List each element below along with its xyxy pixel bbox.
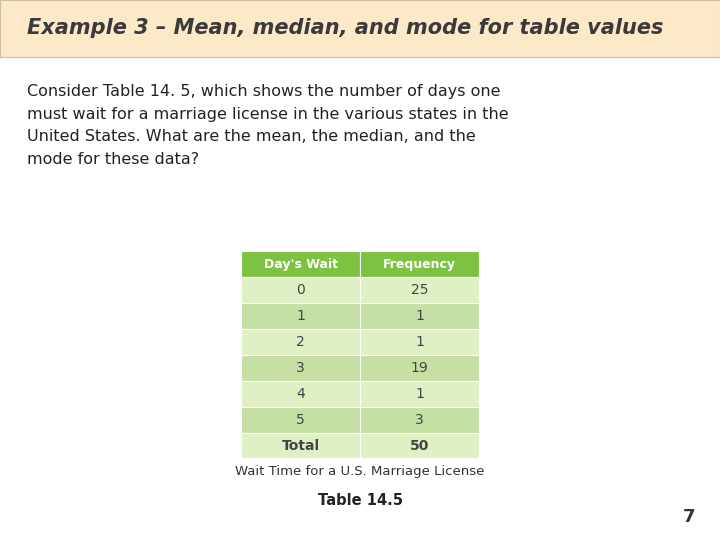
Text: 50: 50 — [410, 438, 429, 453]
Text: Consider Table 14. 5, which shows the number of days one
must wait for a marriag: Consider Table 14. 5, which shows the nu… — [27, 84, 509, 167]
FancyBboxPatch shape — [360, 381, 479, 407]
FancyBboxPatch shape — [241, 277, 360, 303]
FancyBboxPatch shape — [360, 303, 479, 329]
Text: 1: 1 — [415, 309, 424, 323]
Text: Wait Time for a U.S. Marriage License: Wait Time for a U.S. Marriage License — [235, 465, 485, 478]
Text: Table 14.5: Table 14.5 — [318, 493, 402, 508]
FancyBboxPatch shape — [360, 355, 479, 381]
FancyBboxPatch shape — [360, 329, 479, 355]
Text: 5: 5 — [296, 413, 305, 427]
Text: Example 3 – Mean, median, and mode for table values: Example 3 – Mean, median, and mode for t… — [27, 18, 664, 38]
Text: 1: 1 — [296, 309, 305, 323]
FancyBboxPatch shape — [0, 0, 720, 57]
FancyBboxPatch shape — [241, 329, 360, 355]
Text: 3: 3 — [296, 361, 305, 375]
Text: Total: Total — [282, 438, 320, 453]
Text: Frequency: Frequency — [383, 258, 456, 271]
Text: 1: 1 — [415, 335, 424, 349]
FancyBboxPatch shape — [241, 381, 360, 407]
FancyBboxPatch shape — [360, 407, 479, 433]
FancyBboxPatch shape — [360, 277, 479, 303]
FancyBboxPatch shape — [241, 251, 360, 277]
FancyBboxPatch shape — [360, 433, 479, 458]
FancyBboxPatch shape — [241, 433, 360, 458]
Text: 3: 3 — [415, 413, 424, 427]
Text: Day's Wait: Day's Wait — [264, 258, 338, 271]
Text: 0: 0 — [296, 283, 305, 297]
Text: 19: 19 — [410, 361, 428, 375]
FancyBboxPatch shape — [241, 407, 360, 433]
FancyBboxPatch shape — [241, 303, 360, 329]
FancyBboxPatch shape — [241, 355, 360, 381]
Text: 1: 1 — [415, 387, 424, 401]
Text: 2: 2 — [296, 335, 305, 349]
Text: 25: 25 — [410, 283, 428, 297]
FancyBboxPatch shape — [360, 251, 479, 277]
Text: 4: 4 — [296, 387, 305, 401]
Text: 7: 7 — [683, 509, 695, 526]
